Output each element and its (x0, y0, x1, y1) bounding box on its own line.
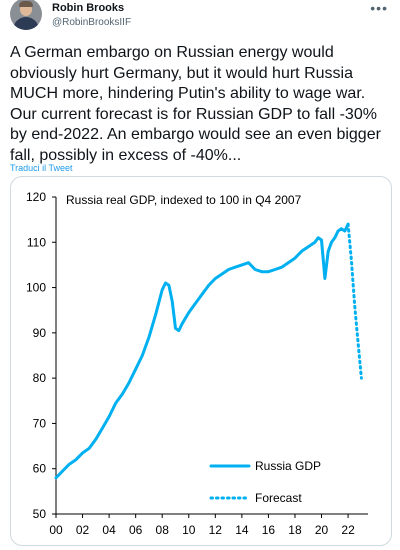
chart-image[interactable]: 50 60 70 80 90 100 110 120 00 02 04 06 08 10 12 14 16 18 2… (10, 176, 392, 546)
x-tick-label: 22 (341, 523, 355, 537)
y-tick-label: 50 (33, 507, 47, 521)
x-tick-label: 08 (156, 523, 170, 537)
author-handle[interactable]: @RobinBrooksIIF (52, 17, 132, 28)
more-horizontal-icon[interactable]: ••• (370, 0, 388, 16)
author-name[interactable]: Robin Brooks (52, 2, 125, 14)
x-tick-label: 20 (315, 523, 329, 537)
y-tick-label: 60 (33, 462, 47, 476)
x-tick-label: 06 (129, 523, 143, 537)
legend-forecast-label: Forecast (255, 491, 302, 505)
translate-tweet-link[interactable]: Traduci il Tweet (10, 163, 73, 173)
y-tick-label: 110 (27, 235, 46, 249)
y-tick-label: 70 (33, 416, 47, 430)
gdp-chart: 50 60 70 80 90 100 110 120 00 02 04 06 08 10 12 14 16 18 2… (26, 190, 368, 537)
x-tick-label: 00 (49, 523, 63, 537)
y-tick-label: 80 (33, 371, 47, 385)
avatar[interactable] (10, 0, 42, 30)
x-tick-label: 16 (262, 523, 276, 537)
legend-gdp-label: Russia GDP (255, 459, 321, 473)
x-tick-label: 18 (288, 523, 302, 537)
y-tick-label: 90 (33, 326, 47, 340)
x-tick-label: 02 (76, 523, 90, 537)
x-tick-label: 12 (209, 523, 223, 537)
tweet-header: Robin Brooks @RobinBrooksIIF ••• (10, 0, 390, 32)
y-tick-label: 100 (26, 281, 46, 295)
tweet-text: A German embargo on Russian energy would… (10, 44, 381, 164)
chart-title: Russia real GDP, indexed to 100 in Q4 20… (66, 193, 302, 207)
forecast-series-line (346, 222, 363, 380)
x-tick-label: 10 (182, 523, 196, 537)
x-tick-label: 14 (235, 523, 249, 537)
y-tick-label: 120 (26, 190, 46, 204)
x-tick-label: 04 (102, 523, 116, 537)
gdp-series-line (54, 222, 350, 480)
